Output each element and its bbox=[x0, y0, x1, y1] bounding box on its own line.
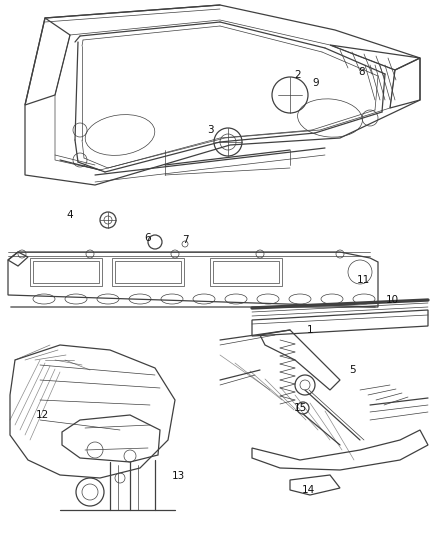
Text: 13: 13 bbox=[171, 471, 185, 481]
Text: 3: 3 bbox=[207, 125, 213, 135]
Text: 1: 1 bbox=[307, 325, 313, 335]
Text: 7: 7 bbox=[182, 235, 188, 245]
Text: 6: 6 bbox=[145, 233, 151, 243]
Text: 10: 10 bbox=[385, 295, 399, 305]
Bar bbox=[112, 258, 184, 286]
Text: 11: 11 bbox=[357, 275, 370, 285]
Text: 12: 12 bbox=[35, 410, 49, 420]
Bar bbox=[213, 261, 279, 283]
Text: 5: 5 bbox=[349, 365, 355, 375]
Text: 2: 2 bbox=[295, 70, 301, 80]
Text: 4: 4 bbox=[67, 210, 73, 220]
Bar bbox=[33, 261, 99, 283]
Bar bbox=[115, 261, 181, 283]
Text: 8: 8 bbox=[359, 67, 365, 77]
Bar bbox=[30, 258, 102, 286]
Text: 14: 14 bbox=[301, 485, 314, 495]
Text: 15: 15 bbox=[293, 403, 307, 413]
Text: 9: 9 bbox=[313, 78, 319, 88]
Bar bbox=[210, 258, 282, 286]
